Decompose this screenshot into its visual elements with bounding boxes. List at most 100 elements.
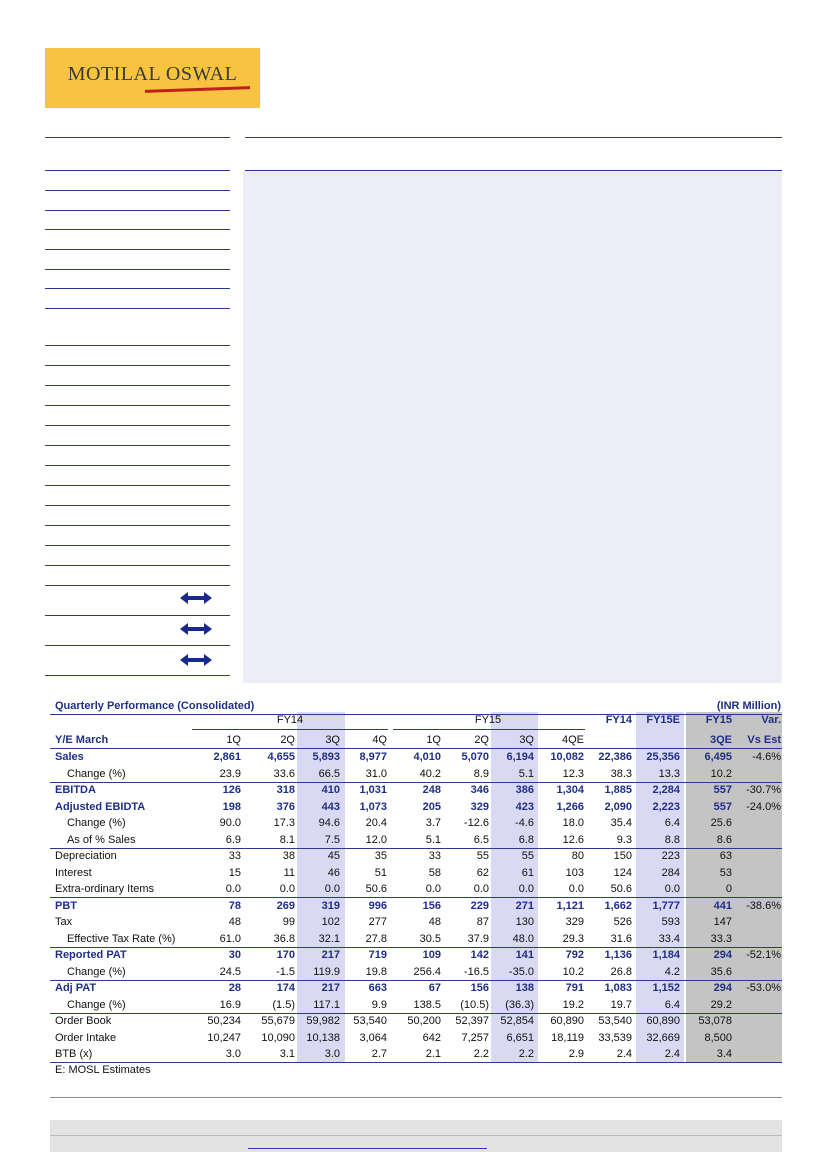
value-cell: -1.5 [276, 965, 295, 978]
value-cell: 2.4 [616, 1048, 632, 1060]
value-cell: 2.1 [425, 1048, 441, 1060]
arrows [180, 592, 212, 666]
value-cell: 103 [565, 866, 584, 879]
value-cell: 25.6 [710, 817, 732, 829]
row-label: Depreciation [55, 850, 117, 862]
rule [45, 288, 230, 289]
value-cell: -4.6% [752, 751, 781, 763]
value-cell: 386 [515, 784, 534, 796]
value-cell: 28 [228, 982, 241, 994]
value-cell: 33 [228, 850, 241, 862]
value-cell: 294 [713, 949, 732, 961]
value-cell: 205 [422, 800, 441, 813]
value-cell: 269 [276, 899, 295, 912]
value-cell: 141 [515, 949, 534, 961]
rule [50, 847, 782, 849]
row-label: Order Intake [55, 1031, 117, 1044]
value-cell: 156 [422, 899, 441, 912]
value-cell: 3.0 [324, 1048, 340, 1060]
column-header: FY15E [646, 714, 680, 726]
value-cell: 0 [725, 883, 732, 895]
value-cell: 8.9 [473, 767, 489, 780]
value-cell: 2,284 [652, 784, 680, 796]
value-cell: 50.6 [365, 883, 387, 895]
value-cell: 119.9 [313, 965, 340, 978]
value-cell: 40.2 [419, 767, 441, 780]
rule [45, 615, 230, 616]
value-cell: 23.9 [219, 767, 241, 780]
value-cell: -30.7% [746, 784, 781, 796]
value-cell: 4,655 [267, 751, 295, 763]
value-cell: 15 [228, 866, 241, 879]
value-cell: 174 [276, 982, 295, 994]
value-cell: 0.0 [518, 883, 534, 895]
value-cell: 61.0 [219, 932, 241, 945]
value-cell: 791 [565, 982, 584, 994]
value-cell: 11 [283, 866, 295, 879]
value-cell: 294 [713, 982, 732, 994]
rule [45, 210, 230, 211]
value-cell: 441 [713, 899, 732, 912]
value-cell: 27.8 [365, 932, 387, 945]
side-panel [243, 170, 782, 683]
logo: MOTILAL OSWAL [45, 48, 260, 108]
value-cell: (10.5) [460, 998, 489, 1011]
rule [45, 345, 230, 346]
value-cell: 642 [422, 1031, 441, 1044]
value-cell: 18.0 [562, 817, 584, 829]
column-header: 4QE [561, 734, 584, 746]
rule [45, 170, 230, 171]
rule [45, 645, 230, 646]
value-cell: -38.6% [746, 899, 781, 912]
value-cell: 5.1 [518, 767, 534, 780]
rule [245, 170, 782, 171]
value-cell: 248 [422, 784, 441, 796]
value-cell: 5,070 [461, 751, 489, 763]
value-cell: 50.6 [610, 883, 632, 895]
value-cell: 10,138 [306, 1031, 340, 1044]
table-note: E: MOSL Estimates [55, 1064, 151, 1076]
value-cell: (36.3) [505, 998, 534, 1011]
value-cell: 223 [661, 850, 680, 862]
value-cell: 329 [470, 800, 489, 813]
value-cell: 3.0 [225, 1048, 241, 1060]
value-cell: 6,651 [506, 1031, 534, 1044]
value-cell: 2,223 [652, 800, 680, 813]
value-cell: 329 [565, 916, 584, 928]
value-cell: 50,200 [407, 1015, 441, 1027]
value-cell: 17.3 [273, 817, 295, 829]
value-cell: 33,539 [598, 1031, 632, 1044]
value-cell: 526 [613, 916, 632, 928]
value-cell: 60,890 [646, 1015, 680, 1027]
value-cell: -12.6 [463, 817, 489, 829]
value-cell: 10.2 [710, 767, 732, 780]
value-cell: 9.3 [616, 833, 632, 846]
column-header: 4Q [372, 734, 387, 746]
value-cell: 0.0 [279, 883, 295, 895]
value-cell: 55,679 [261, 1015, 295, 1027]
value-cell: 1,152 [652, 982, 680, 994]
value-cell: 593 [661, 916, 680, 928]
value-cell: 376 [276, 800, 295, 813]
value-cell: 53,540 [598, 1015, 632, 1027]
value-cell: 10,090 [261, 1031, 295, 1044]
value-cell: 198 [222, 800, 241, 813]
value-cell: 6.9 [225, 833, 241, 846]
value-cell: 66.5 [318, 767, 340, 780]
value-cell: 2.2 [473, 1048, 489, 1060]
rule [45, 425, 230, 426]
value-cell: 663 [368, 982, 387, 994]
value-cell: 48 [428, 916, 441, 928]
value-cell: 6.4 [664, 817, 680, 829]
rule [45, 269, 230, 270]
value-cell: 25,356 [646, 751, 680, 763]
rule [50, 1062, 782, 1063]
value-cell: 319 [321, 899, 340, 912]
footer-rule [50, 1135, 782, 1136]
rule [45, 365, 230, 366]
value-cell: 6,194 [506, 751, 534, 763]
value-cell: 346 [470, 784, 489, 796]
table-title: Quarterly Performance (Consolidated) [55, 700, 255, 712]
column-header: 2Q [474, 734, 489, 746]
